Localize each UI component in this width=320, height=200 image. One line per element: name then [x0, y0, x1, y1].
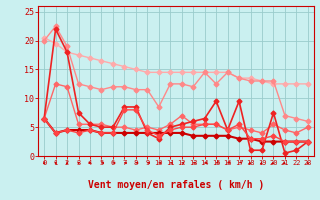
- X-axis label: Vent moyen/en rafales ( km/h ): Vent moyen/en rafales ( km/h ): [88, 180, 264, 190]
